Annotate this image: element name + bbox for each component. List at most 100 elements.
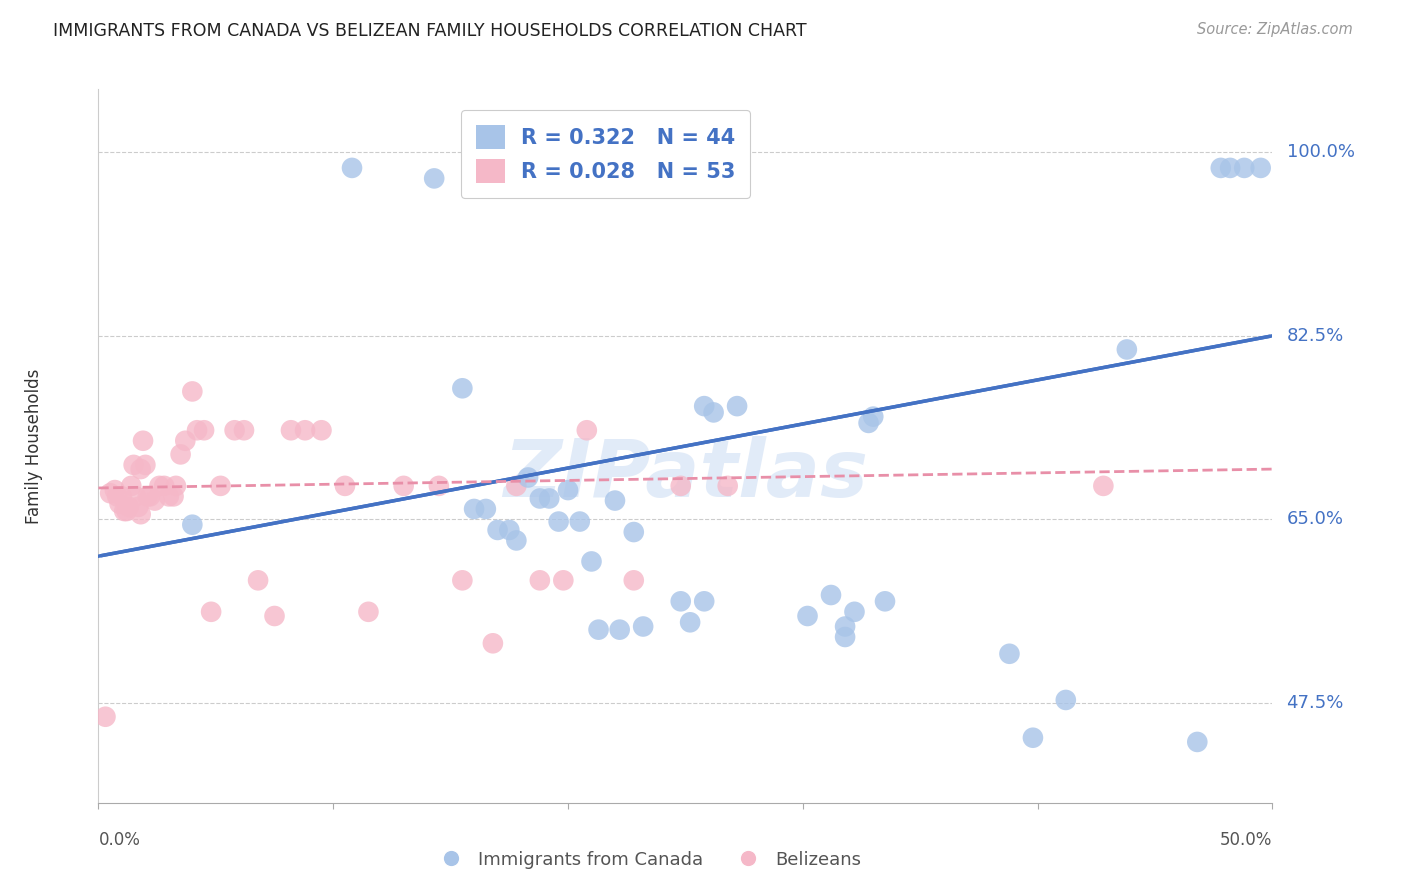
Text: ZIPatlas: ZIPatlas bbox=[503, 435, 868, 514]
Point bbox=[482, 636, 505, 650]
Point bbox=[505, 479, 527, 493]
Point bbox=[136, 489, 159, 503]
Point bbox=[122, 458, 145, 472]
Point bbox=[169, 447, 191, 461]
Point bbox=[679, 615, 702, 630]
Point bbox=[186, 423, 208, 437]
Point bbox=[357, 605, 380, 619]
Point bbox=[139, 489, 162, 503]
Point bbox=[873, 594, 896, 608]
Point bbox=[1233, 161, 1256, 175]
Point bbox=[451, 574, 474, 588]
Point bbox=[858, 416, 880, 430]
Point bbox=[820, 588, 842, 602]
Point bbox=[517, 470, 540, 484]
Point bbox=[834, 630, 856, 644]
Point bbox=[134, 458, 156, 472]
Point bbox=[112, 504, 135, 518]
Point bbox=[129, 507, 152, 521]
Text: Family Households: Family Households bbox=[25, 368, 42, 524]
Point bbox=[623, 574, 645, 588]
Point bbox=[603, 493, 626, 508]
Text: 47.5%: 47.5% bbox=[1286, 694, 1344, 712]
Point bbox=[174, 434, 197, 448]
Point bbox=[94, 710, 117, 724]
Point bbox=[108, 497, 131, 511]
Text: 0.0%: 0.0% bbox=[98, 831, 141, 849]
Point bbox=[1209, 161, 1232, 175]
Point bbox=[263, 609, 285, 624]
Point bbox=[505, 533, 527, 548]
Point bbox=[703, 405, 725, 419]
Point bbox=[529, 574, 551, 588]
Point bbox=[392, 479, 415, 493]
Point bbox=[1187, 735, 1209, 749]
Point bbox=[233, 423, 256, 437]
Point bbox=[581, 554, 603, 568]
Point bbox=[1219, 161, 1241, 175]
Point bbox=[209, 479, 232, 493]
Point bbox=[669, 594, 692, 608]
Point bbox=[423, 171, 446, 186]
Text: 65.0%: 65.0% bbox=[1286, 510, 1344, 528]
Point bbox=[553, 574, 575, 588]
Text: 50.0%: 50.0% bbox=[1220, 831, 1272, 849]
Point bbox=[165, 479, 187, 493]
Point bbox=[200, 605, 222, 619]
Point bbox=[181, 384, 204, 399]
Point bbox=[115, 504, 138, 518]
Point bbox=[834, 619, 856, 633]
Point bbox=[568, 515, 591, 529]
Point bbox=[247, 574, 270, 588]
Point bbox=[475, 502, 498, 516]
Point bbox=[340, 161, 363, 175]
Point bbox=[224, 423, 246, 437]
Point bbox=[105, 489, 128, 503]
Point bbox=[1092, 479, 1115, 493]
Point bbox=[796, 609, 818, 624]
Point bbox=[129, 462, 152, 476]
Point bbox=[127, 500, 149, 514]
Point bbox=[557, 483, 579, 497]
Point bbox=[148, 479, 170, 493]
Point bbox=[280, 423, 302, 437]
Text: IMMIGRANTS FROM CANADA VS BELIZEAN FAMILY HOUSEHOLDS CORRELATION CHART: IMMIGRANTS FROM CANADA VS BELIZEAN FAMIL… bbox=[53, 22, 807, 40]
Text: 82.5%: 82.5% bbox=[1286, 326, 1344, 345]
Point bbox=[609, 623, 631, 637]
Point bbox=[294, 423, 316, 437]
Point bbox=[547, 515, 569, 529]
Point bbox=[427, 479, 450, 493]
Point bbox=[143, 493, 166, 508]
Point bbox=[157, 489, 180, 503]
Point bbox=[538, 491, 561, 506]
Point bbox=[162, 489, 184, 503]
Point bbox=[486, 523, 509, 537]
Point bbox=[132, 434, 155, 448]
Point bbox=[998, 647, 1021, 661]
Point bbox=[1022, 731, 1045, 745]
Point bbox=[844, 605, 866, 619]
Point bbox=[153, 479, 176, 493]
Point bbox=[193, 423, 215, 437]
Point bbox=[111, 489, 134, 503]
Point bbox=[118, 500, 141, 514]
Point bbox=[623, 524, 645, 539]
Point bbox=[463, 502, 485, 516]
Point bbox=[181, 517, 204, 532]
Point bbox=[1250, 161, 1272, 175]
Point bbox=[588, 623, 610, 637]
Point bbox=[311, 423, 333, 437]
Point bbox=[98, 486, 121, 500]
Point bbox=[104, 483, 127, 497]
Legend: Immigrants from Canada, Belizeans: Immigrants from Canada, Belizeans bbox=[425, 844, 869, 876]
Text: 100.0%: 100.0% bbox=[1286, 143, 1354, 161]
Point bbox=[451, 381, 474, 395]
Point bbox=[631, 619, 654, 633]
Point bbox=[498, 523, 520, 537]
Point bbox=[120, 479, 142, 493]
Text: Source: ZipAtlas.com: Source: ZipAtlas.com bbox=[1197, 22, 1353, 37]
Point bbox=[1115, 343, 1137, 357]
Point bbox=[717, 479, 740, 493]
Point bbox=[575, 423, 598, 437]
Point bbox=[862, 409, 884, 424]
